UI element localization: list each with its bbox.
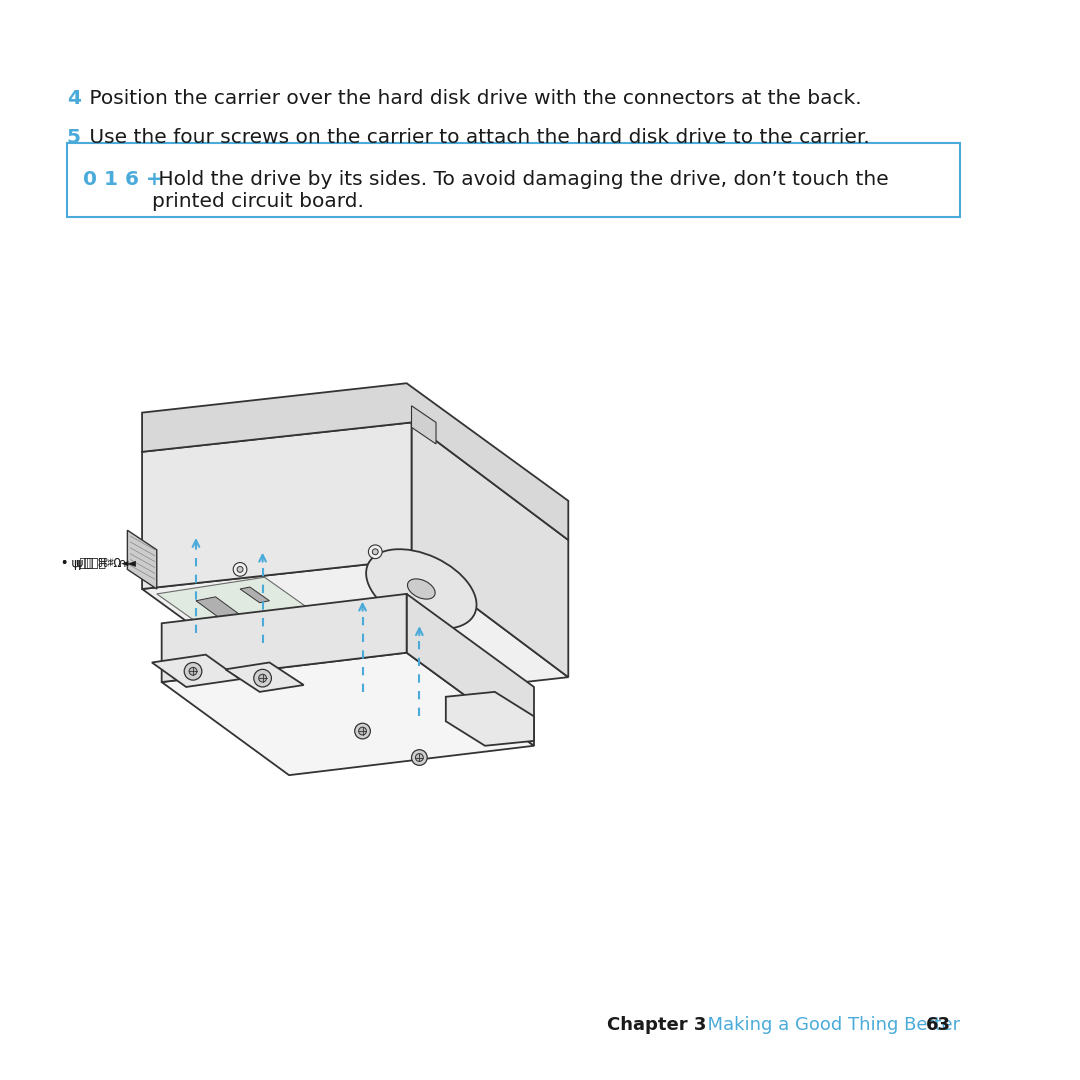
Polygon shape: [162, 652, 534, 775]
Circle shape: [238, 566, 243, 572]
Text: Chapter 3: Chapter 3: [607, 1016, 707, 1034]
Circle shape: [189, 667, 197, 675]
Ellipse shape: [366, 550, 476, 629]
Polygon shape: [240, 588, 269, 603]
Circle shape: [411, 750, 428, 766]
Polygon shape: [157, 577, 392, 684]
Polygon shape: [195, 597, 259, 633]
Polygon shape: [446, 692, 534, 746]
Circle shape: [233, 563, 247, 577]
Polygon shape: [226, 662, 303, 692]
Text: 5: 5: [67, 129, 81, 148]
Text: Use the four screws on the carrier to attach the hard disk drive to the carrier.: Use the four screws on the carrier to at…: [83, 129, 870, 148]
Text: 4: 4: [67, 90, 81, 108]
FancyBboxPatch shape: [67, 144, 960, 217]
Polygon shape: [127, 530, 157, 589]
Polygon shape: [143, 383, 568, 540]
Polygon shape: [143, 422, 411, 589]
Circle shape: [373, 549, 378, 555]
Text: Making a Good Thing Better: Making a Good Thing Better: [696, 1016, 960, 1034]
Text: Position the carrier over the hard disk drive with the connectors at the back.: Position the carrier over the hard disk …: [83, 90, 862, 108]
Polygon shape: [407, 594, 534, 746]
Circle shape: [368, 545, 382, 558]
Text: • ψ⏻⏻ ⌘♯ ∩◄: • ψ⏻⏻ ⌘♯ ∩◄: [60, 557, 136, 570]
Text: Hold the drive by its sides. To avoid damaging the drive, don’t touch the
printe: Hold the drive by its sides. To avoid da…: [152, 170, 889, 211]
Text: 63: 63: [926, 1016, 950, 1034]
Polygon shape: [411, 406, 436, 444]
Text: 0 1 6 +: 0 1 6 +: [83, 170, 163, 189]
Text: • ψ⚪⚪♯Ω◄: • ψ⚪⚪♯Ω◄: [60, 557, 129, 570]
Polygon shape: [162, 594, 407, 683]
Circle shape: [254, 670, 271, 687]
Circle shape: [259, 674, 267, 683]
Polygon shape: [152, 654, 240, 687]
Circle shape: [359, 727, 366, 735]
Polygon shape: [411, 422, 568, 677]
Circle shape: [416, 754, 423, 761]
Circle shape: [354, 724, 370, 739]
Polygon shape: [143, 559, 568, 706]
Ellipse shape: [407, 579, 435, 599]
Circle shape: [185, 662, 202, 680]
